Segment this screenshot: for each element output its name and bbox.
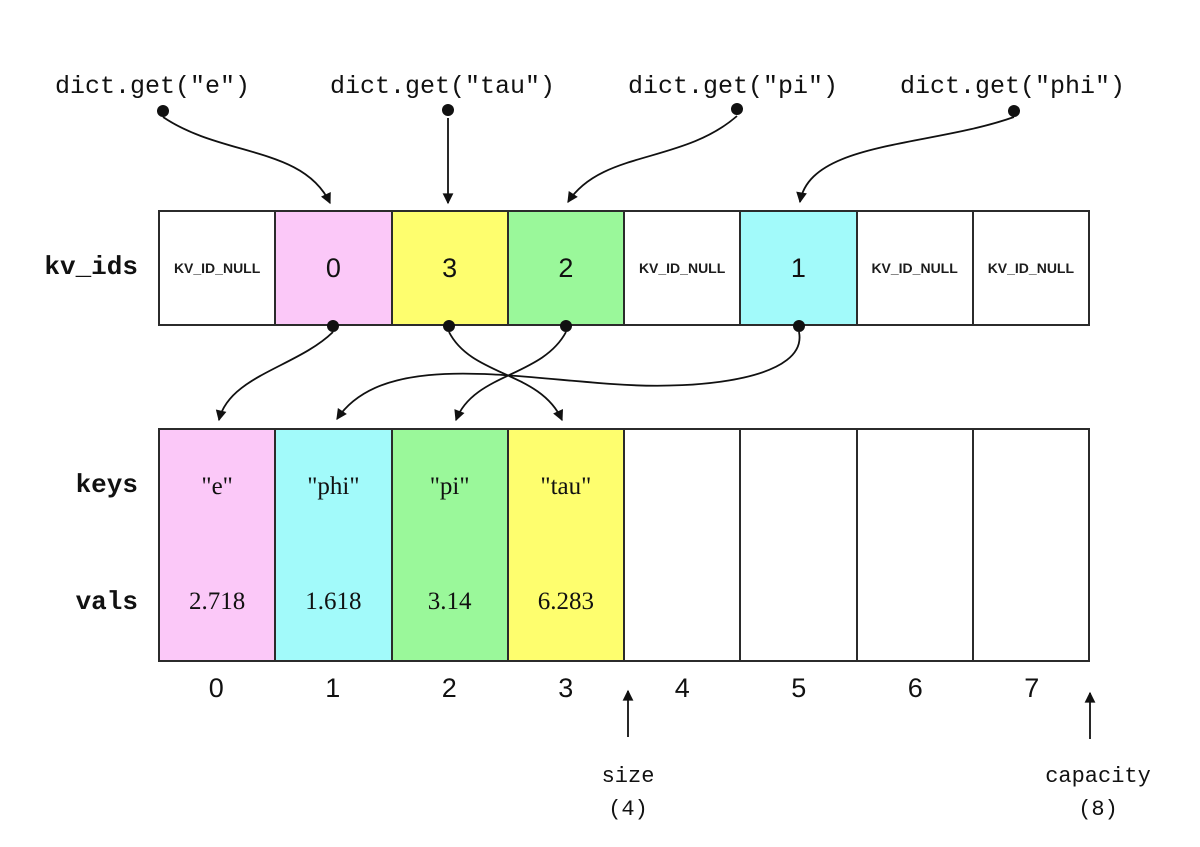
arrow-id0-to-keys0 (215, 331, 334, 422)
keys-cell-1: "phi" (276, 430, 393, 543)
kv-ids-cell-3: 2 (508, 212, 625, 324)
size-annotation-label: size (601, 764, 655, 789)
kv-ids-row-label: kv_ids (44, 252, 138, 282)
vals-cell-4 (625, 543, 742, 660)
kv-ids-cell-6: KV_ID_NULL (857, 212, 974, 324)
keys-cell-6 (857, 430, 974, 543)
arrow-get-phi-to-slot5 (796, 116, 1015, 204)
kv-ids-cell-7: KV_ID_NULL (973, 212, 1088, 324)
dot-get-tau (442, 104, 454, 116)
index-label-7: 7 (1024, 673, 1040, 703)
call-label-get-pi: dict.get("pi") (628, 72, 839, 101)
keys-cell-5 (741, 430, 858, 543)
keys-cell-4 (625, 430, 742, 543)
keys-array: "e" "phi" "pi" "tau" (158, 428, 1090, 545)
index-label-1: 1 (325, 673, 341, 703)
vals-cell-2: 3.14 (392, 543, 509, 660)
kv-ids-cell-4: KV_ID_NULL (625, 212, 742, 324)
keys-cell-0: "e" (160, 430, 277, 543)
size-annotation-value: (4) (608, 797, 648, 822)
keys-cell-7 (973, 430, 1088, 543)
index-label-3: 3 (558, 673, 574, 703)
call-label-get-tau: dict.get("tau") (330, 72, 556, 101)
index-label-2: 2 (441, 673, 457, 703)
index-row: 0 1 2 3 4 5 6 7 (158, 673, 1090, 704)
index-label-5: 5 (791, 673, 807, 703)
capacity-annotation-value: (8) (1078, 797, 1118, 822)
kv-ids-cell-5: 1 (741, 212, 858, 324)
capacity-annotation-label: capacity (1045, 764, 1151, 789)
index-label-6: 6 (907, 673, 923, 703)
dot-get-phi (1008, 105, 1020, 117)
vals-cell-1: 1.618 (276, 543, 393, 660)
capacity-annotation: capacity (8) (1045, 760, 1151, 826)
size-annotation: size (4) (602, 760, 655, 826)
dot-get-pi (731, 103, 743, 115)
vals-array: 2.718 1.618 3.14 6.283 (158, 543, 1090, 662)
call-label-get-e: dict.get("e") (55, 72, 251, 101)
kv-ids-array: KV_ID_NULL 0 3 2 KV_ID_NULL 1 KV_ID_NULL KV_ID_… (158, 210, 1090, 326)
arrow-get-e-to-slot1 (162, 116, 331, 205)
vals-row-label: vals (75, 587, 138, 617)
keys-cell-3: "tau" (508, 430, 625, 543)
vals-cell-7 (973, 543, 1088, 660)
vals-cell-6 (857, 543, 974, 660)
index-label-0: 0 (208, 673, 224, 703)
arrow-id2-to-keys2 (454, 331, 567, 422)
keys-cell-2: "pi" (392, 430, 509, 543)
vals-cell-0: 2.718 (160, 543, 277, 660)
vals-cell-3: 6.283 (508, 543, 625, 660)
keys-row-label: keys (75, 470, 138, 500)
kv-ids-cell-1: 0 (276, 212, 393, 324)
dot-get-e (157, 105, 169, 117)
kv-ids-cell-2: 3 (392, 212, 509, 324)
vals-cell-5 (741, 543, 858, 660)
kv-ids-cell-0: KV_ID_NULL (160, 212, 277, 324)
index-label-4: 4 (674, 673, 690, 703)
arrow-id1-to-keys1 (336, 331, 801, 420)
arrow-id3-to-keys3 (448, 331, 563, 422)
arrow-get-pi-to-slot3 (567, 115, 738, 204)
call-label-get-phi: dict.get("phi") (900, 72, 1126, 101)
